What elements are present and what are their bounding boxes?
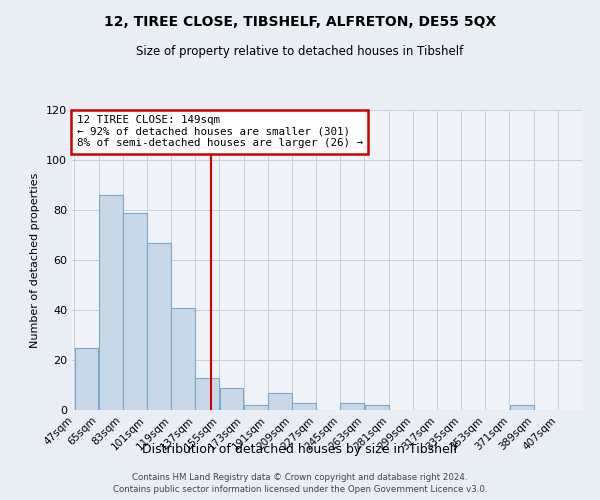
Text: Contains public sector information licensed under the Open Government Licence v3: Contains public sector information licen… — [113, 486, 487, 494]
Bar — [220, 388, 244, 410]
Bar — [74, 348, 98, 410]
Text: 12, TIREE CLOSE, TIBSHELF, ALFRETON, DE55 5QX: 12, TIREE CLOSE, TIBSHELF, ALFRETON, DE5… — [104, 15, 496, 29]
Text: 12 TIREE CLOSE: 149sqm
← 92% of detached houses are smaller (301)
8% of semi-det: 12 TIREE CLOSE: 149sqm ← 92% of detached… — [77, 115, 363, 148]
Text: Distribution of detached houses by size in Tibshelf: Distribution of detached houses by size … — [142, 444, 458, 456]
Bar — [292, 402, 316, 410]
Bar — [340, 402, 364, 410]
Bar — [171, 308, 195, 410]
Bar — [99, 195, 122, 410]
Bar — [509, 405, 533, 410]
Bar — [123, 212, 147, 410]
Bar — [147, 242, 171, 410]
Y-axis label: Number of detached properties: Number of detached properties — [31, 172, 40, 348]
Text: Size of property relative to detached houses in Tibshelf: Size of property relative to detached ho… — [136, 45, 464, 58]
Bar — [268, 392, 292, 410]
Bar — [365, 405, 389, 410]
Bar — [244, 405, 268, 410]
Text: Contains HM Land Registry data © Crown copyright and database right 2024.: Contains HM Land Registry data © Crown c… — [132, 473, 468, 482]
Bar — [196, 378, 220, 410]
